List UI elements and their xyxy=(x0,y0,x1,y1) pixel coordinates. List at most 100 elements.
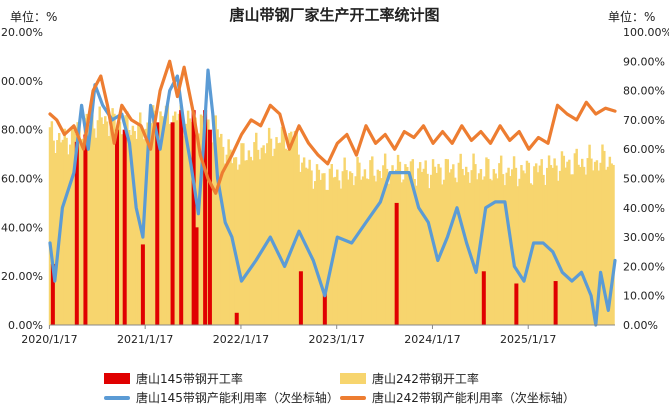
bar-242 xyxy=(450,169,453,325)
bar-145 xyxy=(194,227,199,325)
bar-242 xyxy=(339,188,343,325)
bar-242 xyxy=(225,154,229,325)
bar-242 xyxy=(610,163,613,325)
bar-242 xyxy=(544,184,547,325)
bar-242 xyxy=(144,128,147,325)
bar-242 xyxy=(575,148,578,325)
bar-242 xyxy=(573,153,577,325)
bar-242 xyxy=(512,156,516,325)
bar-242 xyxy=(323,173,326,325)
bar-242 xyxy=(177,113,181,325)
y-right-tick-label: 100.00% xyxy=(623,26,669,39)
bar-242 xyxy=(210,142,214,325)
bar-242 xyxy=(120,134,124,325)
bar-242 xyxy=(352,185,356,325)
legend-label: 唐山145带钢产能利用率（次坐标轴） xyxy=(136,391,339,405)
bar-242 xyxy=(212,123,216,325)
bar-242 xyxy=(584,174,588,325)
bar-242 xyxy=(299,171,302,325)
bar-242 xyxy=(522,170,525,325)
y-left-tick-label: 100.00% xyxy=(0,75,43,88)
bar-242 xyxy=(267,127,271,325)
bar-242 xyxy=(389,173,392,325)
bar-242 xyxy=(455,182,459,325)
bar-145 xyxy=(155,122,160,325)
bar-145 xyxy=(122,129,127,325)
bar-242 xyxy=(131,125,135,325)
bar-242 xyxy=(162,119,166,325)
bar-242 xyxy=(503,185,507,325)
bar-242 xyxy=(398,161,402,325)
axes: 0.00% 20.00% 40.00% 60.00% 80.00% 100.00% 120.… xyxy=(0,26,669,346)
bar-242 xyxy=(249,156,252,325)
bar-242 xyxy=(151,105,155,325)
bar-242 xyxy=(531,184,534,325)
bar-242 xyxy=(260,147,264,325)
bar-242 xyxy=(328,168,332,325)
bar-242 xyxy=(562,155,566,325)
bar-242 xyxy=(439,167,442,325)
bar-242 xyxy=(474,164,477,325)
series-145-start-rate-bars xyxy=(50,110,558,325)
bar-145 xyxy=(514,283,519,325)
y-left-tick-label: 80.00% xyxy=(1,124,43,137)
bar-242 xyxy=(606,166,610,325)
bar-242 xyxy=(420,171,424,325)
bar-242 xyxy=(269,138,273,325)
bar-242 xyxy=(247,150,251,325)
chart-title: 唐山带钢厂家生产开工率统计图 xyxy=(229,6,440,24)
bar-242 xyxy=(371,156,374,325)
bar-242 xyxy=(280,126,284,325)
legend-label: 唐山145带钢开工率 xyxy=(136,372,243,386)
bar-242 xyxy=(109,127,112,326)
bar-242 xyxy=(312,188,315,325)
bar-242 xyxy=(365,178,368,325)
bar-242 xyxy=(422,168,426,325)
x-tick-label: 2025/1/17 xyxy=(500,333,556,346)
bar-242 xyxy=(505,172,508,325)
bar-242 xyxy=(492,169,496,325)
bar-242 xyxy=(593,161,597,325)
bar-242 xyxy=(266,143,269,325)
bar-242 xyxy=(175,120,179,325)
y-left-tick-label: 60.00% xyxy=(1,173,43,186)
bar-242 xyxy=(387,183,391,325)
bar-242 xyxy=(313,181,317,325)
bar-242 xyxy=(341,171,345,325)
bar-242 xyxy=(337,180,341,325)
y-right-tick-label: 50.00% xyxy=(623,173,665,186)
bar-242 xyxy=(56,140,59,325)
bar-242 xyxy=(358,162,361,325)
bar-242 xyxy=(186,110,190,325)
bar-242 xyxy=(441,184,444,325)
bar-242 xyxy=(286,149,289,325)
bar-242 xyxy=(514,167,518,325)
bar-242 xyxy=(536,172,540,325)
bar-242 xyxy=(612,164,615,325)
x-tick-label: 2021/1/17 xyxy=(117,333,173,346)
bar-242 xyxy=(378,170,381,325)
bar-242 xyxy=(590,158,593,325)
bar-242 xyxy=(516,186,519,325)
legend-item-242-bar: 唐山242带钢开工率 xyxy=(340,370,479,387)
bar-242 xyxy=(127,130,131,325)
bar-242 xyxy=(297,154,300,325)
bar-242 xyxy=(243,160,247,325)
bar-242 xyxy=(356,156,359,325)
bar-242 xyxy=(236,169,240,325)
bar-242 xyxy=(568,159,571,325)
bar-242 xyxy=(426,173,429,325)
bar-242 xyxy=(118,121,122,326)
bar-242 xyxy=(52,140,55,325)
line-path xyxy=(48,59,617,195)
bar-242 xyxy=(542,174,545,325)
bar-242 xyxy=(317,169,321,325)
bar-242 xyxy=(197,133,201,325)
bar-242 xyxy=(566,161,569,325)
bar-242 xyxy=(102,123,105,325)
bar-242 xyxy=(330,163,333,325)
bar-242 xyxy=(442,179,446,325)
bar-145 xyxy=(394,202,399,325)
x-tick-label: 2022/1/17 xyxy=(213,333,269,346)
bar-145 xyxy=(234,312,239,325)
